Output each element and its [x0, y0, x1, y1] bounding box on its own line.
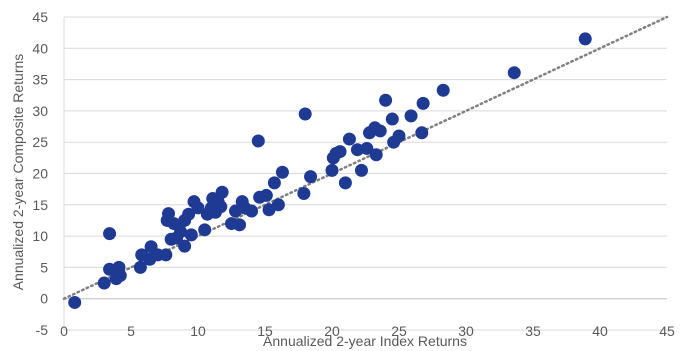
data-point: [354, 163, 368, 177]
x-tick-label: 15: [257, 323, 273, 339]
data-point: [159, 248, 173, 262]
data-point: [436, 83, 450, 97]
data-point: [369, 148, 383, 162]
data-point: [97, 276, 111, 290]
x-tick-label: 35: [525, 323, 541, 339]
data-point: [68, 295, 82, 309]
data-point: [113, 269, 127, 283]
data-point: [415, 126, 429, 140]
data-point: [233, 218, 247, 232]
x-tick-label: 0: [60, 323, 68, 339]
data-point: [360, 141, 374, 155]
data-point: [298, 107, 312, 121]
data-point: [325, 163, 339, 177]
data-point: [215, 185, 229, 199]
y-tick-label: -5: [36, 322, 49, 338]
data-point: [379, 93, 393, 107]
data-point: [333, 145, 347, 159]
y-tick-label: 30: [32, 103, 48, 119]
data-point: [404, 109, 418, 123]
data-points: [68, 32, 592, 309]
x-tick-label: 45: [659, 323, 675, 339]
data-point: [174, 225, 188, 239]
data-point: [392, 129, 406, 143]
axes: [63, 17, 667, 330]
data-point: [507, 66, 521, 80]
y-tick-labels: -5 0 5 10 15 20 25 30 35 40 45: [32, 9, 48, 338]
data-point: [184, 228, 198, 242]
y-tick-label: 10: [32, 228, 48, 244]
x-tick-label: 20: [324, 323, 340, 339]
data-point: [304, 170, 318, 184]
data-point: [342, 132, 356, 146]
data-point: [178, 239, 192, 253]
data-point: [162, 207, 176, 221]
data-point: [198, 223, 212, 237]
data-point: [245, 204, 259, 218]
data-point: [133, 260, 147, 274]
y-tick-label: 0: [40, 291, 48, 307]
y-tick-label: 25: [32, 134, 48, 150]
y-tick-label: 5: [40, 259, 48, 275]
y-tick-label: 35: [32, 72, 48, 88]
data-point: [297, 187, 311, 201]
data-point: [214, 200, 228, 214]
data-point: [373, 124, 387, 138]
data-point: [103, 227, 117, 241]
y-tick-label: 20: [32, 166, 48, 182]
x-tick-labels: 0 5 10 15 20 25 30 35 40 45: [60, 323, 675, 339]
x-tick-label: 30: [458, 323, 474, 339]
data-point: [271, 198, 285, 212]
y-axis-title: Annualized 2-year Composite Returns: [10, 54, 26, 291]
data-point: [251, 134, 265, 148]
data-point: [275, 165, 289, 179]
y-tick-label: 45: [32, 9, 48, 25]
x-tick-label: 10: [190, 323, 206, 339]
data-point: [578, 32, 592, 46]
data-point: [338, 176, 352, 190]
data-point: [385, 112, 399, 126]
data-point: [416, 96, 430, 110]
y-tick-label: 15: [32, 197, 48, 213]
x-tick-label: 5: [127, 323, 135, 339]
x-axis-title: Annualized 2-year Index Returns: [263, 333, 467, 349]
data-point: [182, 207, 196, 221]
x-tick-label: 40: [592, 323, 608, 339]
data-point: [191, 201, 205, 215]
data-point: [259, 188, 273, 202]
x-tick-label: 25: [391, 323, 407, 339]
y-tick-label: 40: [32, 40, 48, 56]
data-point: [267, 176, 281, 190]
